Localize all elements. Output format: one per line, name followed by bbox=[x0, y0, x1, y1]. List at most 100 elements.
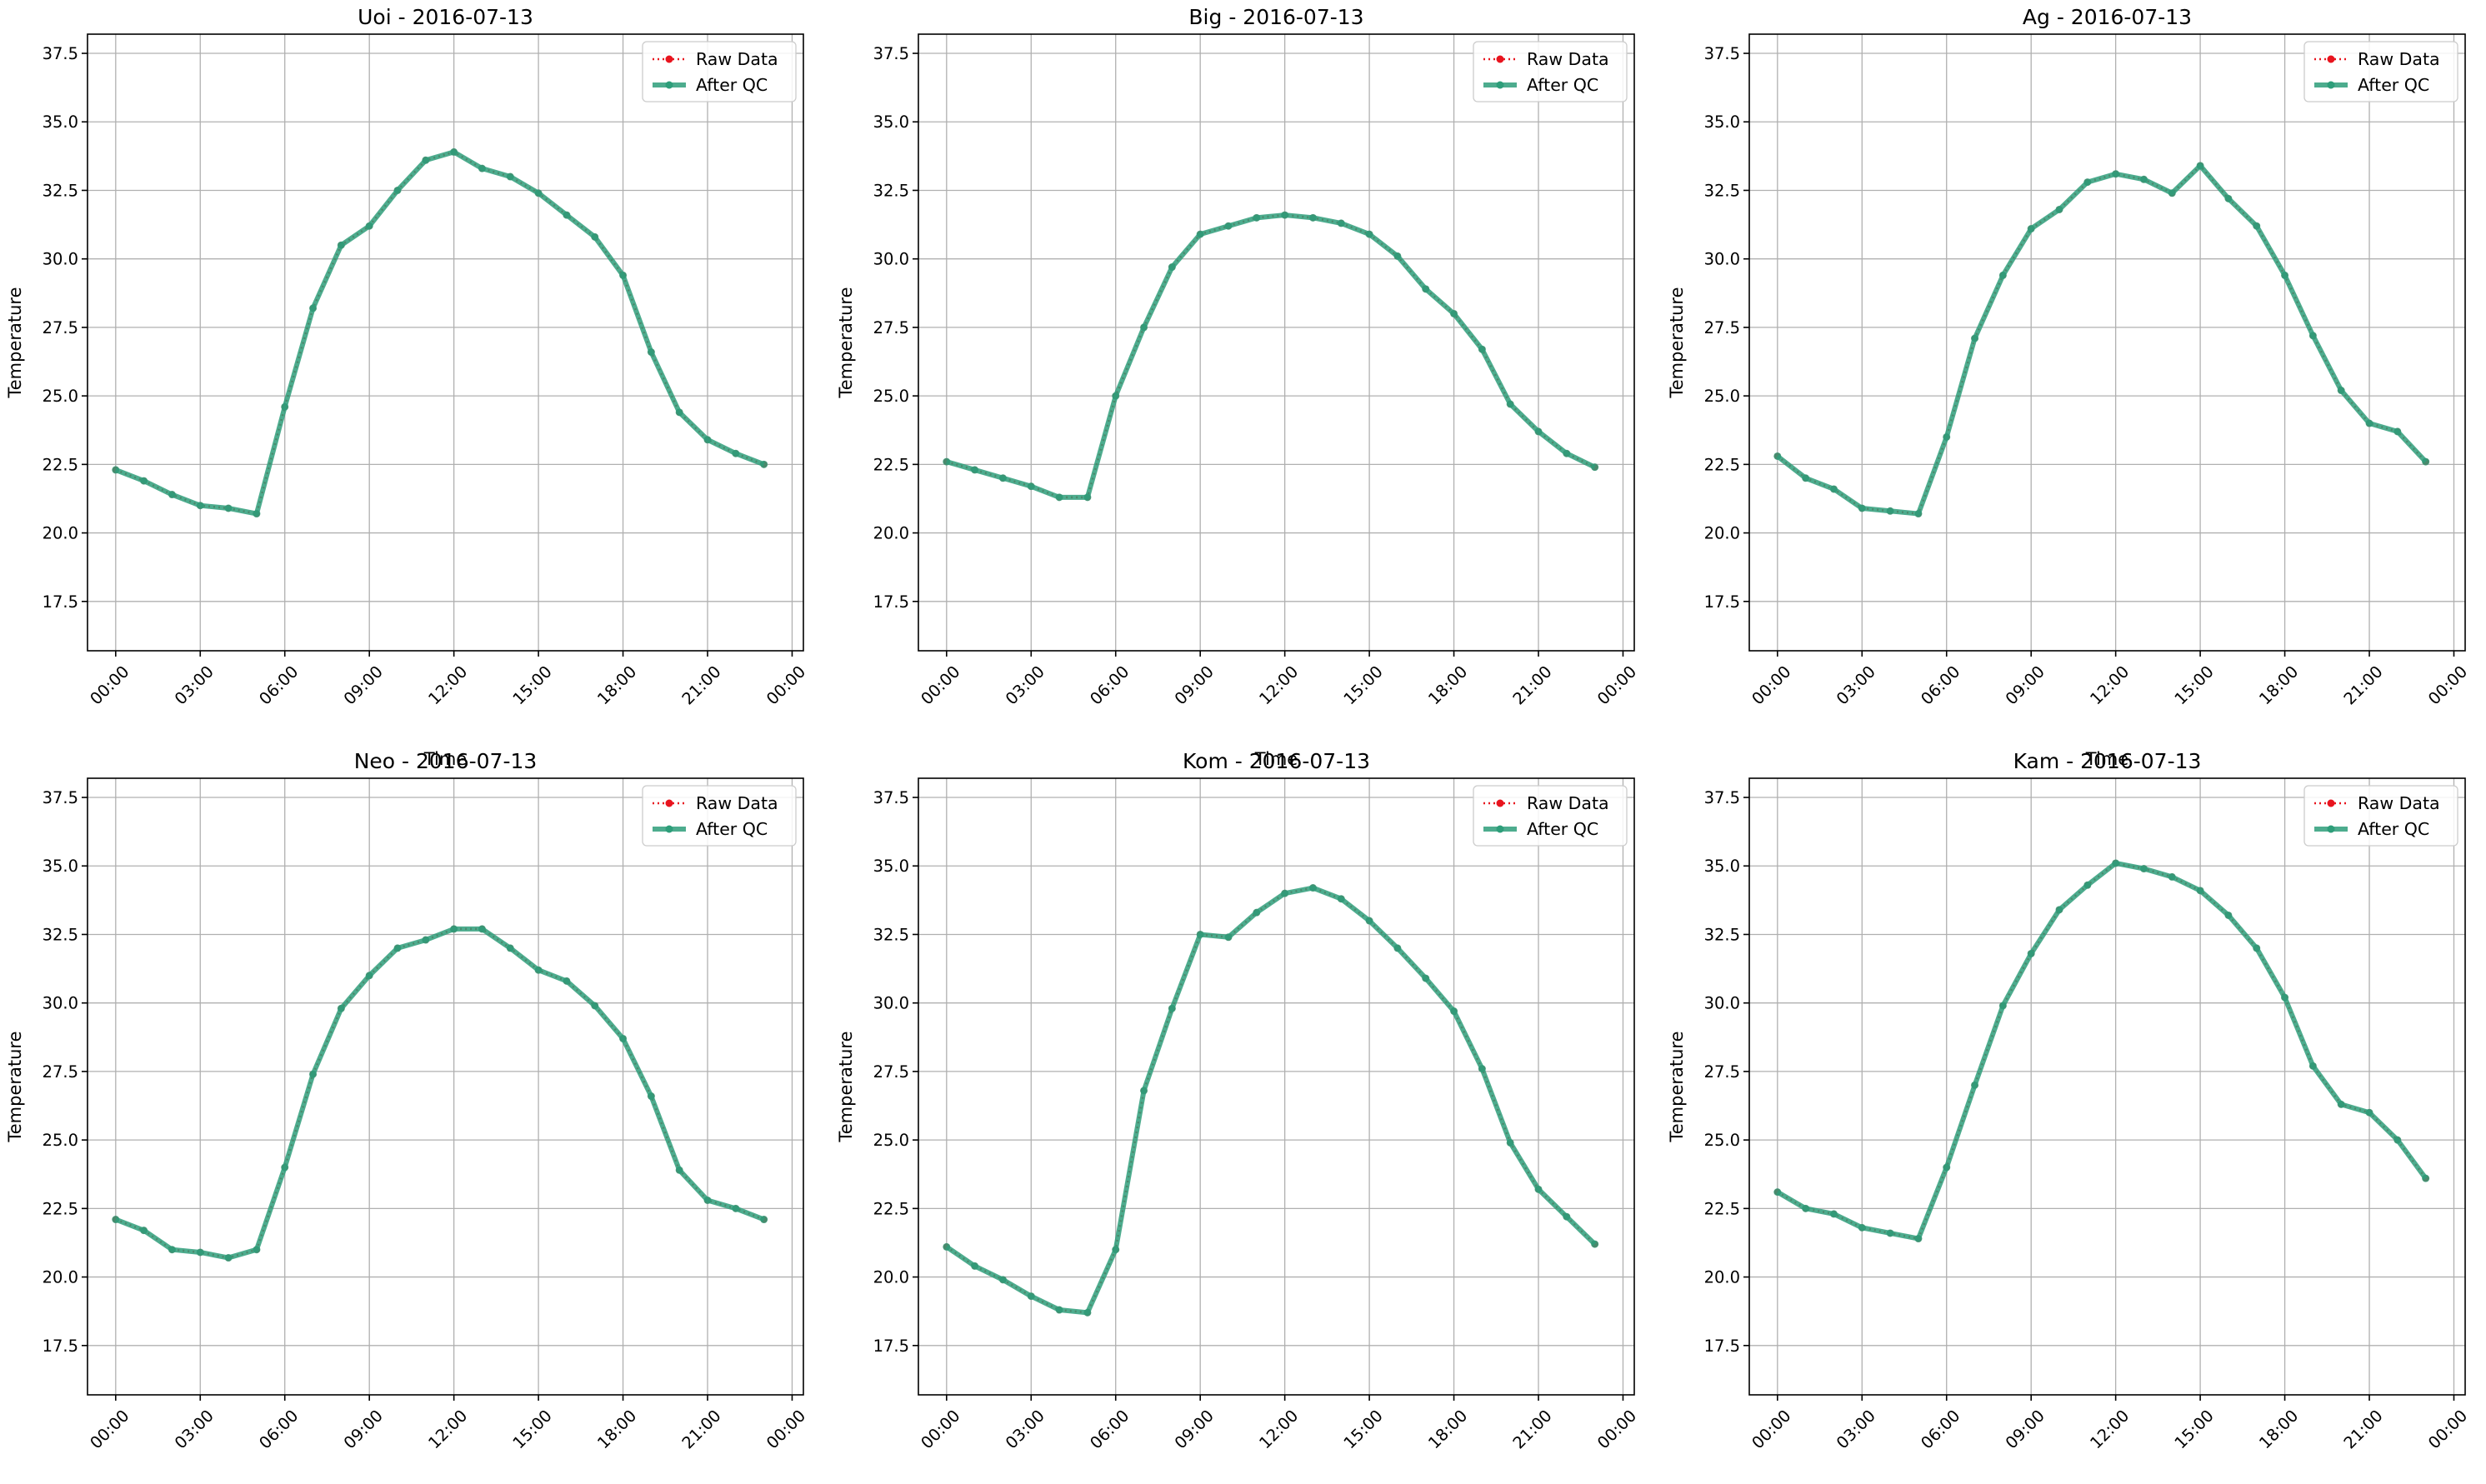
x-tick-label: 12:00 bbox=[424, 662, 471, 708]
x-tick-label: 15:00 bbox=[2171, 1406, 2218, 1452]
after-qc-point bbox=[2055, 205, 2063, 213]
x-tick-label: 00:00 bbox=[1748, 1406, 1795, 1452]
after-qc-point bbox=[563, 977, 571, 985]
legend-qc-marker bbox=[665, 825, 673, 833]
legend: Raw Data After QC bbox=[642, 41, 797, 102]
subplot: 17.5 20.0 22.5 25.0 27.5 30.0 32.5 35.0 37.5 00:0… bbox=[5, 5, 809, 769]
after-qc-point bbox=[971, 466, 979, 474]
y-tick-label: 30.0 bbox=[43, 250, 78, 269]
after-qc-point bbox=[422, 156, 430, 164]
after-qc-point bbox=[365, 972, 373, 980]
after-qc-point bbox=[309, 304, 318, 312]
y-tick-label: 20.0 bbox=[873, 1268, 909, 1287]
after-qc-point bbox=[2281, 993, 2289, 1002]
y-tick-label: 25.0 bbox=[43, 1131, 78, 1150]
x-tick-label: 00:00 bbox=[763, 662, 809, 708]
after-qc-point bbox=[365, 222, 373, 230]
after-qc-point bbox=[1829, 1210, 1838, 1218]
after-qc-point bbox=[1534, 427, 1543, 436]
after-qc-point bbox=[2253, 222, 2261, 230]
x-tick-label: 12:00 bbox=[424, 1406, 471, 1452]
subplot-title: Uoi - 2016-07-13 bbox=[358, 5, 533, 29]
y-axis-label: Temperature bbox=[5, 1031, 25, 1142]
y-tick-label: 37.5 bbox=[1704, 44, 1740, 63]
after-qc-point bbox=[2393, 427, 2402, 436]
x-tick-label: 12:00 bbox=[2086, 662, 2133, 708]
raw-data-line bbox=[115, 151, 765, 516]
y-tick-label: 20.0 bbox=[1704, 524, 1740, 543]
y-tick-label: 35.0 bbox=[1704, 112, 1740, 132]
after-qc-point bbox=[2365, 1108, 2373, 1117]
y-tick-label: 20.0 bbox=[873, 524, 909, 543]
legend: Raw Data After QC bbox=[2303, 41, 2458, 102]
y-tick-label: 25.0 bbox=[1704, 387, 1740, 406]
after-qc-line bbox=[1775, 162, 2428, 517]
after-qc-point bbox=[1914, 1235, 1923, 1243]
legend-label-raw: Raw Data bbox=[696, 793, 778, 813]
after-qc-point bbox=[1281, 211, 1289, 219]
after-qc-point bbox=[1168, 263, 1176, 272]
after-qc-point bbox=[2308, 1062, 2317, 1070]
y-tick-label: 37.5 bbox=[873, 788, 909, 807]
x-tick-label: 00:00 bbox=[1593, 1406, 1640, 1452]
y-tick-label: 32.5 bbox=[43, 925, 78, 944]
x-tick-label: 09:00 bbox=[1171, 1406, 1218, 1452]
legend-qc-marker bbox=[665, 81, 673, 89]
legend-label-raw: Raw Data bbox=[696, 49, 778, 69]
after-qc-point bbox=[943, 457, 951, 466]
after-qc-point bbox=[732, 1204, 740, 1212]
subplot: 17.5 20.0 22.5 25.0 27.5 30.0 32.5 35.0 37.5 00:0… bbox=[1667, 749, 2471, 1452]
after-qc-line bbox=[945, 885, 1597, 1316]
after-qc-point bbox=[534, 966, 543, 974]
y-tick-label: 35.0 bbox=[1704, 857, 1740, 876]
subplot: 17.5 20.0 22.5 25.0 27.5 30.0 32.5 35.0 37.5 00:0… bbox=[5, 749, 809, 1452]
after-qc-point bbox=[647, 348, 655, 357]
y-tick-label: 35.0 bbox=[43, 857, 78, 876]
legend-label-qc: After QC bbox=[696, 75, 768, 95]
legend-label-raw: Raw Data bbox=[1527, 49, 1609, 69]
after-qc-point bbox=[2224, 911, 2233, 919]
x-tick-label: 03:00 bbox=[171, 662, 218, 708]
after-qc-point bbox=[1365, 230, 1373, 238]
x-axis-label: Time bbox=[1254, 749, 1298, 769]
after-qc-point bbox=[703, 1196, 712, 1204]
after-qc-point bbox=[1253, 908, 1261, 917]
after-qc-point bbox=[1140, 323, 1148, 332]
after-qc-point bbox=[506, 172, 514, 181]
y-tick-label: 22.5 bbox=[1704, 1199, 1740, 1218]
after-qc-point bbox=[1224, 933, 1233, 942]
y-axis-label: Temperature bbox=[5, 287, 25, 398]
x-tick-label: 18:00 bbox=[2255, 662, 2302, 708]
x-tick-label: 03:00 bbox=[1002, 1406, 1048, 1452]
legend: Raw Data After QC bbox=[1473, 41, 1628, 102]
y-tick-label: 37.5 bbox=[873, 44, 909, 63]
after-qc-point bbox=[337, 1004, 345, 1012]
after-qc-point bbox=[140, 1227, 148, 1235]
after-qc-point bbox=[506, 944, 514, 952]
y-tick-label: 32.5 bbox=[873, 925, 909, 944]
y-tick-label: 27.5 bbox=[43, 318, 78, 337]
legend: Raw Data After QC bbox=[642, 785, 797, 847]
x-tick-label: 12:00 bbox=[2086, 1406, 2133, 1452]
legend-label-qc: After QC bbox=[1527, 819, 1598, 839]
legend-label-raw: Raw Data bbox=[2358, 49, 2440, 69]
x-tick-label: 09:00 bbox=[2002, 662, 2048, 708]
y-axis-label: Temperature bbox=[836, 1031, 856, 1142]
y-tick-label: 30.0 bbox=[1704, 994, 1740, 1013]
after-qc-point bbox=[2253, 944, 2261, 952]
after-qc-point bbox=[478, 925, 486, 933]
y-tick-label: 27.5 bbox=[43, 1062, 78, 1082]
after-qc-point bbox=[1308, 213, 1317, 222]
after-qc-point bbox=[534, 189, 543, 197]
legend-qc-marker bbox=[1496, 825, 1504, 833]
after-qc-line bbox=[114, 149, 765, 517]
after-qc-point bbox=[647, 1092, 655, 1101]
after-qc-point bbox=[1393, 944, 1402, 952]
after-qc-point bbox=[1196, 930, 1204, 938]
y-axis-label: Temperature bbox=[1667, 287, 1687, 398]
after-qc-point bbox=[1914, 510, 1923, 518]
y-tick-label: 27.5 bbox=[873, 1062, 909, 1082]
after-qc-point bbox=[281, 1163, 289, 1172]
x-tick-label: 00:00 bbox=[1748, 662, 1795, 708]
x-tick-label: 21:00 bbox=[1509, 662, 1556, 708]
